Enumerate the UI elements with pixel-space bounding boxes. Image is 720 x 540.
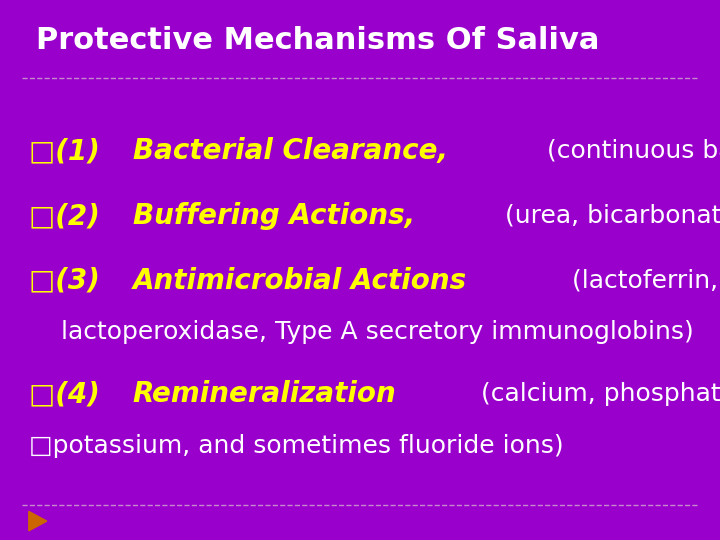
Text: Remineralization: Remineralization <box>132 380 396 408</box>
Text: □(2): □(2) <box>29 202 109 230</box>
Text: Bacterial Clearance,: Bacterial Clearance, <box>132 137 448 165</box>
Text: lactoperoxidase, Type A secretory immunoglobins): lactoperoxidase, Type A secretory immuno… <box>29 320 693 344</box>
Text: □(3): □(3) <box>29 267 109 295</box>
Text: (continuous bathing): (continuous bathing) <box>539 139 720 163</box>
Text: Antimicrobial Actions: Antimicrobial Actions <box>132 267 467 295</box>
Text: Buffering Actions,: Buffering Actions, <box>132 202 415 230</box>
Text: □potassium, and sometimes fluoride ions): □potassium, and sometimes fluoride ions) <box>29 434 564 457</box>
Text: (lactoferrin,: (lactoferrin, <box>564 269 718 293</box>
Text: Protective Mechanisms Of Saliva: Protective Mechanisms Of Saliva <box>36 26 599 55</box>
Text: □(1): □(1) <box>29 137 109 165</box>
Text: □(4): □(4) <box>29 380 109 408</box>
Text: (urea, bicarbonate): (urea, bicarbonate) <box>497 204 720 228</box>
Text: (calcium, phosphate,: (calcium, phosphate, <box>473 382 720 406</box>
Polygon shape <box>29 511 47 531</box>
